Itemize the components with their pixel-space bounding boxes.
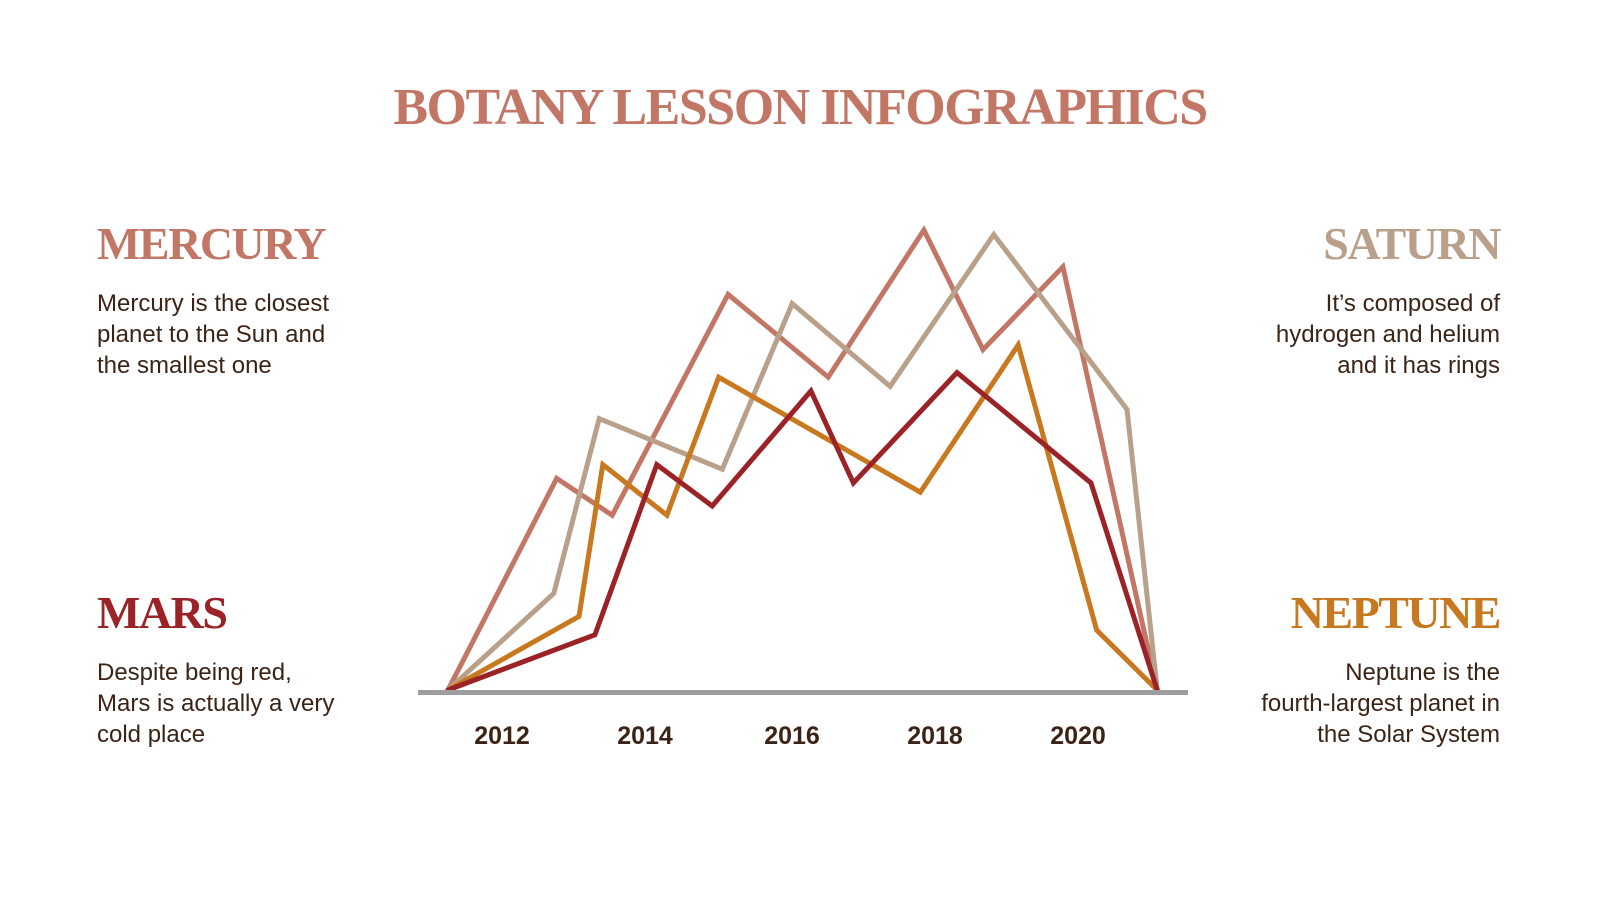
mercury-line-1: Mercury is the closest <box>97 290 330 317</box>
series-line-neptune <box>445 339 1160 693</box>
saturn-description: It’s composed of hydrogen and helium and… <box>1180 288 1500 381</box>
mars-line-3: cold place <box>97 721 206 748</box>
x-tick-label: 2016 <box>764 722 820 750</box>
mars-description: Despite being red, Mars is actually a ve… <box>97 657 417 750</box>
mercury-line-3: the smallest one <box>97 352 272 379</box>
mars-heading: MARS <box>97 587 228 638</box>
legend-block-neptune: NEPTUNE Neptune is the fourth-largest pl… <box>1180 587 1502 750</box>
legend-block-mars: MARS Despite being red, Mars is actually… <box>97 587 417 750</box>
mercury-heading: MERCURY <box>97 218 327 269</box>
x-axis-line <box>418 690 1188 695</box>
neptune-line-1: Neptune is the <box>1345 659 1500 686</box>
page-title: BOTANY LESSON INFOGRAPHICS <box>393 79 1208 136</box>
neptune-line-3: the Solar System <box>1317 721 1500 748</box>
legend-block-mercury: MERCURY Mercury is the closest planet to… <box>97 218 417 381</box>
line-chart <box>410 215 1190 695</box>
x-tick-label: 2018 <box>907 722 963 750</box>
saturn-line-3: and it has rings <box>1337 352 1500 379</box>
saturn-line-2: hydrogen and helium <box>1275 321 1500 348</box>
legend-block-saturn: SATURN It’s composed of hydrogen and hel… <box>1180 218 1502 381</box>
saturn-heading: SATURN <box>1323 218 1501 269</box>
mars-line-2: Mars is actually a very <box>97 690 335 717</box>
saturn-line-1: It’s composed of <box>1325 290 1500 317</box>
neptune-description: Neptune is the fourth-largest planet in … <box>1180 657 1500 750</box>
mars-line-1: Despite being red, <box>97 659 292 686</box>
x-tick-label: 2012 <box>474 722 530 750</box>
x-tick-label: 2020 <box>1050 722 1106 750</box>
series-line-saturn <box>445 230 1160 693</box>
neptune-heading: NEPTUNE <box>1290 587 1502 638</box>
series-line-mars <box>445 369 1160 693</box>
neptune-line-2: fourth-largest planet in <box>1261 690 1500 717</box>
chart-plot-area <box>445 224 1160 693</box>
mercury-line-2: planet to the Sun and <box>97 321 326 348</box>
x-axis-labels: 2012 2014 2016 2018 2020 <box>0 722 1600 752</box>
mercury-description: Mercury is the closest planet to the Sun… <box>97 288 417 381</box>
x-tick-label: 2014 <box>617 722 673 750</box>
